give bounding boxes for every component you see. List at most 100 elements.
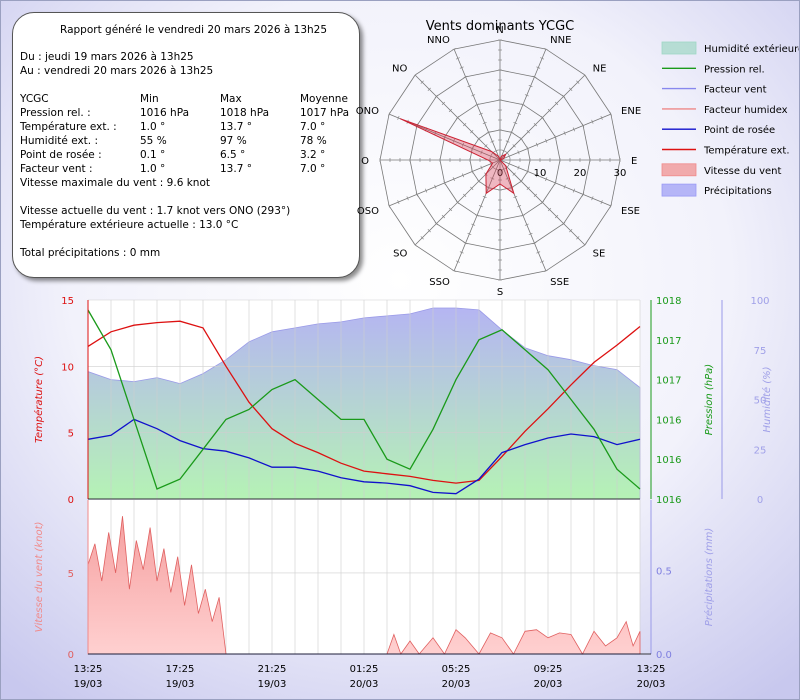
radar-spoke-tick [471,146,474,151]
axis-label-temperature: Température (°C) [33,356,45,443]
row-max: 13.7 ° [220,163,252,175]
radar-direction-label: NNO [427,35,450,46]
radar-spoke-tick [452,138,455,143]
axis-label-precip: Précipitations (mm) [703,528,715,627]
radar-spoke-tick [519,179,523,183]
tick-label-left: 15 [61,296,74,307]
radar-spoke-tick [443,180,446,185]
radar-spoke-tick [434,184,437,189]
radar-spoke-tick [524,94,529,97]
radar-spoke-tick [470,186,474,190]
legend-label: Facteur vent [704,85,767,96]
legend-label: Pression rel. [704,64,765,75]
radar-spoke-tick [462,122,467,127]
x-tick-date: 19/03 [258,679,287,690]
radar-tick-label: 20 [574,168,587,179]
radar-spoke-tick [388,112,391,117]
radar-spoke-tick [583,73,587,77]
radar-direction-label: NE [593,63,607,74]
radar-spoke-tick [452,48,457,51]
x-tick-date: 20/03 [442,679,471,690]
radar-spoke-tick [509,131,514,134]
radar-spoke-tick [528,85,533,88]
radar-spoke-tick [427,229,431,233]
legend-label: Vitesse du vent [704,166,781,177]
radar-spoke-tick [482,195,487,199]
radar-spoke-tick [441,214,446,219]
radar-spoke-tick [463,242,468,245]
radar-spoke-tick [513,195,518,199]
radar-spoke-tick [455,115,460,120]
radar-spoke-tick [425,188,428,193]
tick-label-humidity: 25 [754,445,767,456]
radar-spoke-tick [600,200,603,205]
radar-spoke-tick [434,94,439,99]
legend-swatch [661,41,697,55]
report-current-temp: Température extérieure actuelle : 13.0 °… [20,219,239,231]
radar-spoke-tick [536,251,541,254]
radar-spoke-tick [463,75,468,78]
radar-tick-label: 30 [614,168,627,179]
radar-direction-label: E [631,156,637,167]
tick-label-left: 10 [61,362,74,373]
radar-spoke-tick [533,193,538,198]
radar-spoke-tick [452,269,457,272]
radar-spoke-tick [490,140,495,143]
axis-label-wind: Vitesse du vent (knot) [34,522,45,633]
radar-direction-label: SSE [550,277,569,288]
x-tick-date: 20/03 [534,679,563,690]
series-line [87,320,641,484]
radar-direction-label: SO [393,249,407,260]
tick-label-wind: 5 [68,569,74,580]
radar-spoke-tick [561,221,566,226]
radar-spoke-tick [547,207,552,212]
tick-label-pressure: 1018 [656,296,681,307]
radar-spoke-tick [508,161,511,166]
report-col-max: Max [220,93,242,105]
tick-label-precip: 0.5 [656,566,672,577]
radar-spoke-tick [540,200,545,205]
radar-spoke-tick [461,173,465,178]
radar-direction-label: ESE [621,206,640,217]
radar-spoke-tick [508,154,511,159]
radar-spoke-tick [459,251,464,254]
radar-spoke-tick [415,192,418,197]
radar-spoke-tick [524,223,529,226]
radar-direction-label: N [496,25,503,36]
radar-tick-label: 0 [497,168,503,179]
radar-spoke-tick [491,165,495,169]
x-tick-date: 19/03 [166,679,195,690]
radar-spoke-tick [420,80,424,84]
radar-spoke-tick [547,108,552,113]
radar-spoke-tick [554,180,557,185]
radar-spoke-tick [513,121,518,125]
radar-spoke-tick [512,144,516,148]
radar-spoke-tick [543,269,548,272]
radar-spoke-tick [490,177,495,180]
radar-spoke-tick [505,151,509,155]
radar-spoke-tick [545,138,548,143]
radar-spoke-tick [455,260,460,263]
radar-spoke-tick [397,115,400,120]
row-label: Point de rosée : [20,149,102,161]
radar-spoke-tick [569,229,573,233]
radar-direction-label: ONO [356,106,379,117]
radar-direction-label: S [497,287,503,298]
radar-spoke-tick [543,48,548,51]
radar-spoke-tick [388,203,391,208]
tick-label-pressure: 1017 [656,336,681,347]
radar-spoke-tick [486,186,491,189]
radar-spoke-tick [471,169,474,174]
radar-spoke-tick [480,165,483,170]
radar-spoke-tick [532,75,537,78]
radar-spoke-tick [406,196,409,201]
radar-direction-label: OSO [357,206,379,217]
radar-spoke-tick [459,66,464,69]
x-tick-time: 13:25 [637,664,666,675]
report-from: Du : jeudi 19 mars 2026 à 13h25 [20,51,194,63]
row-avg: 78 % [300,135,327,147]
row-min: 1.0 ° [140,121,166,133]
radar-spoke-tick [467,232,472,235]
